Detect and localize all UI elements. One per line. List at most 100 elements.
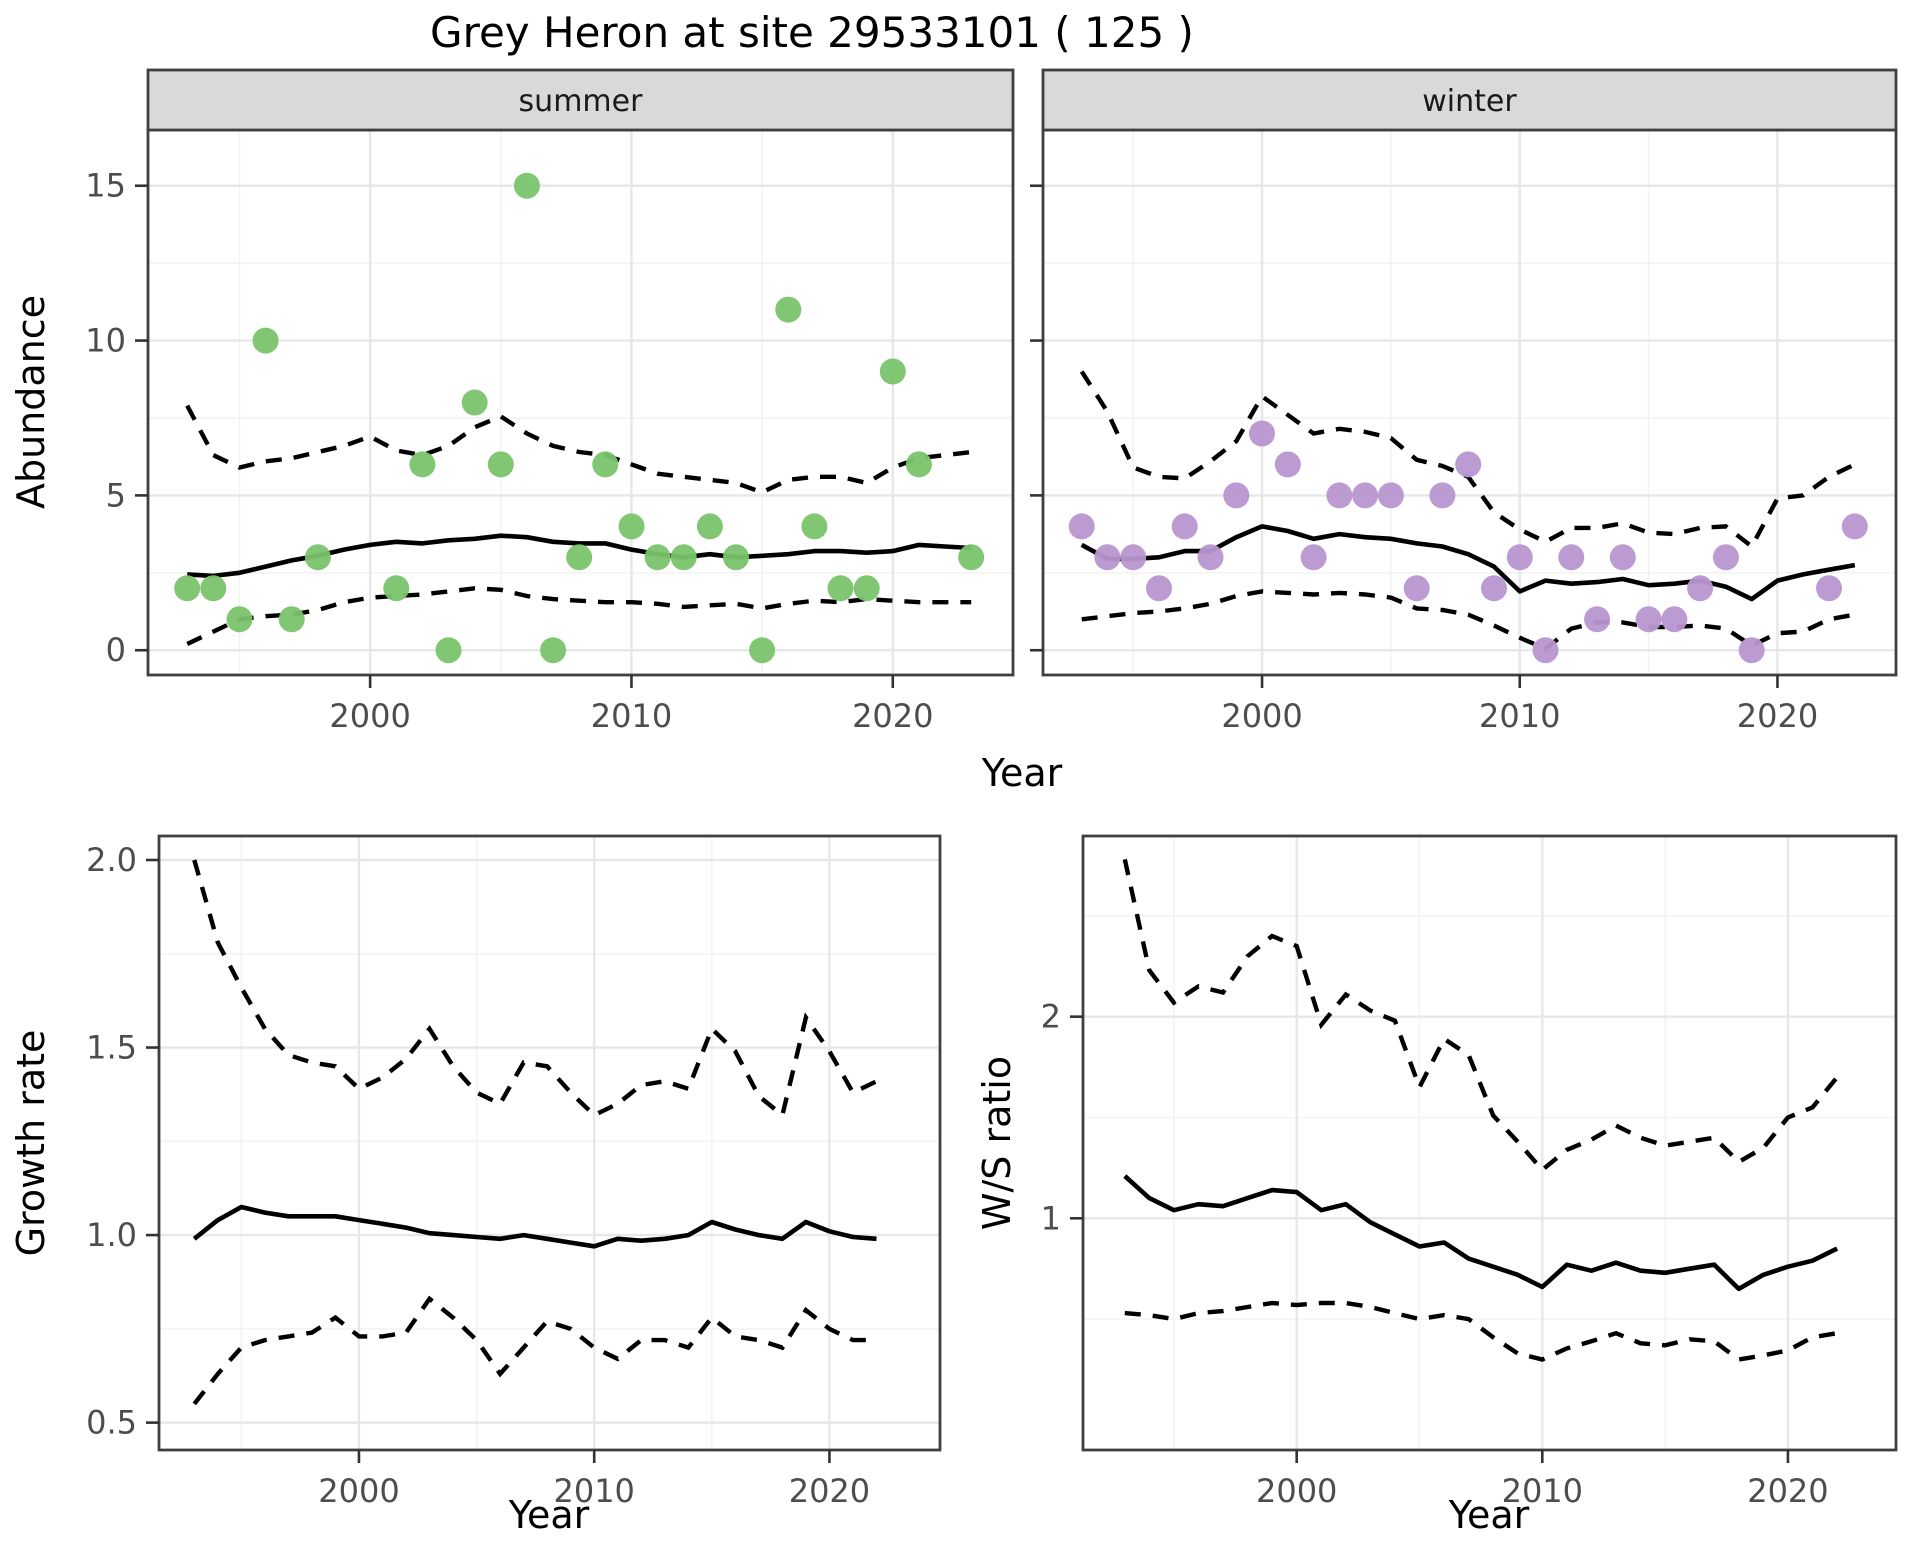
ci-upper-line [192,859,878,1119]
data-point [1481,575,1507,602]
y-tick-label: 5 [106,476,126,514]
data-point [435,637,462,664]
x-tick-label: 2010 [591,697,672,735]
data-point [1326,482,1353,509]
data-point [1223,482,1250,509]
panel-background [1043,130,1896,675]
data-point [409,451,436,478]
data-point [461,389,488,416]
data-point [644,544,671,571]
x-axis-title-ws-ratio: Year [1448,1493,1530,1537]
facet-strip-winter [1041,68,1898,132]
data-point [1635,606,1662,633]
ci-lower-line [1081,589,1856,652]
y-tick-label: 10 [85,322,126,360]
data-point [723,544,749,571]
x-tick-label: 2020 [789,1472,870,1510]
data-point [1300,544,1327,571]
facet-strip-label: winter [1422,84,1517,119]
ci-lower-line [186,586,972,646]
ci-lower-line [192,1295,877,1406]
data-point [1068,513,1095,540]
data-point [1558,544,1585,571]
x-tick-label: 2020 [1747,1472,1828,1510]
data-point [1403,575,1430,602]
points-group [174,172,985,664]
data-point [749,637,776,664]
data-point [1197,544,1224,571]
x-tick-label: 2010 [1502,1472,1583,1510]
facet-strip-label: summer [519,84,644,119]
y-tick-label: 2.0 [86,841,137,879]
data-point [1094,544,1121,571]
data-point [853,575,880,602]
data-point [592,451,619,478]
panel-border [1081,834,1898,1452]
data-point [304,544,331,571]
panel-growth-rate: 2000 2010 2020 0.5 1.0 1.5 2.0 [86,834,942,1510]
x-tick-label: 2000 [318,1472,399,1510]
data-point [1712,544,1739,571]
data-point [226,606,253,633]
data-point [566,544,593,571]
x-tick-label: 2010 [553,1472,634,1510]
x-tick-label: 2010 [1479,697,1560,735]
facet-strip-summer [146,68,1015,132]
lines-group [1122,858,1839,1362]
x-axis-title-growth-rate: Year [508,1493,590,1537]
panel-ws-ratio: 2000 2010 2020 1 2 [1041,834,1898,1510]
data-point [827,575,854,602]
data-point [879,358,906,385]
data-point [513,172,540,199]
data-point [905,451,932,478]
data-point [1429,482,1456,509]
data-point [1661,606,1688,633]
panel-background [1083,836,1896,1450]
panel-background [159,836,940,1450]
y-tick-label: 2 [1041,998,1061,1036]
chart-title: Grey Heron at site 29533101 ( 125 ) [430,8,1194,57]
data-point [174,575,201,602]
data-point [618,513,645,540]
data-point [1687,575,1714,602]
data-point [958,544,985,571]
x-tick-label: 2020 [1737,697,1818,735]
data-point [1171,513,1198,540]
data-point [383,575,410,602]
ci-upper-line [1122,858,1839,1173]
y-axis-title-growth-rate: Growth rate [9,1030,53,1257]
data-point [696,513,723,540]
data-point [1455,451,1482,478]
data-point [1738,637,1765,664]
y-tick-label: 0.5 [86,1404,137,1442]
panel-border [157,834,942,1452]
panel-abundance-winter: winter 2000 2010 2020 [1030,68,1898,735]
y-tick-label: 1 [1041,1199,1061,1237]
lines-group [192,859,878,1406]
data-point [1249,420,1275,447]
panel-background [148,130,1013,675]
data-point [1506,544,1533,571]
data-point [252,327,279,354]
x-tick-label: 2020 [852,697,933,735]
points-group [1068,420,1868,664]
data-point [1274,451,1301,478]
data-point [278,606,305,633]
y-tick-label: 1.5 [86,1029,137,1067]
data-point [1146,575,1172,602]
ci-upper-line [185,404,972,495]
ci-lower-line [1124,1300,1838,1362]
data-point [670,544,697,571]
data-point [1609,544,1636,571]
data-point [801,513,828,540]
data-point [540,637,567,664]
data-point [1377,482,1404,509]
y-axis-title-ws-ratio: W/S ratio [975,1056,1019,1230]
data-point [775,296,802,323]
data-point [487,451,514,478]
x-axis-title-abundance-summer: Year [981,751,1063,795]
y-tick-label: 0 [106,631,126,669]
data-point [1841,513,1868,540]
